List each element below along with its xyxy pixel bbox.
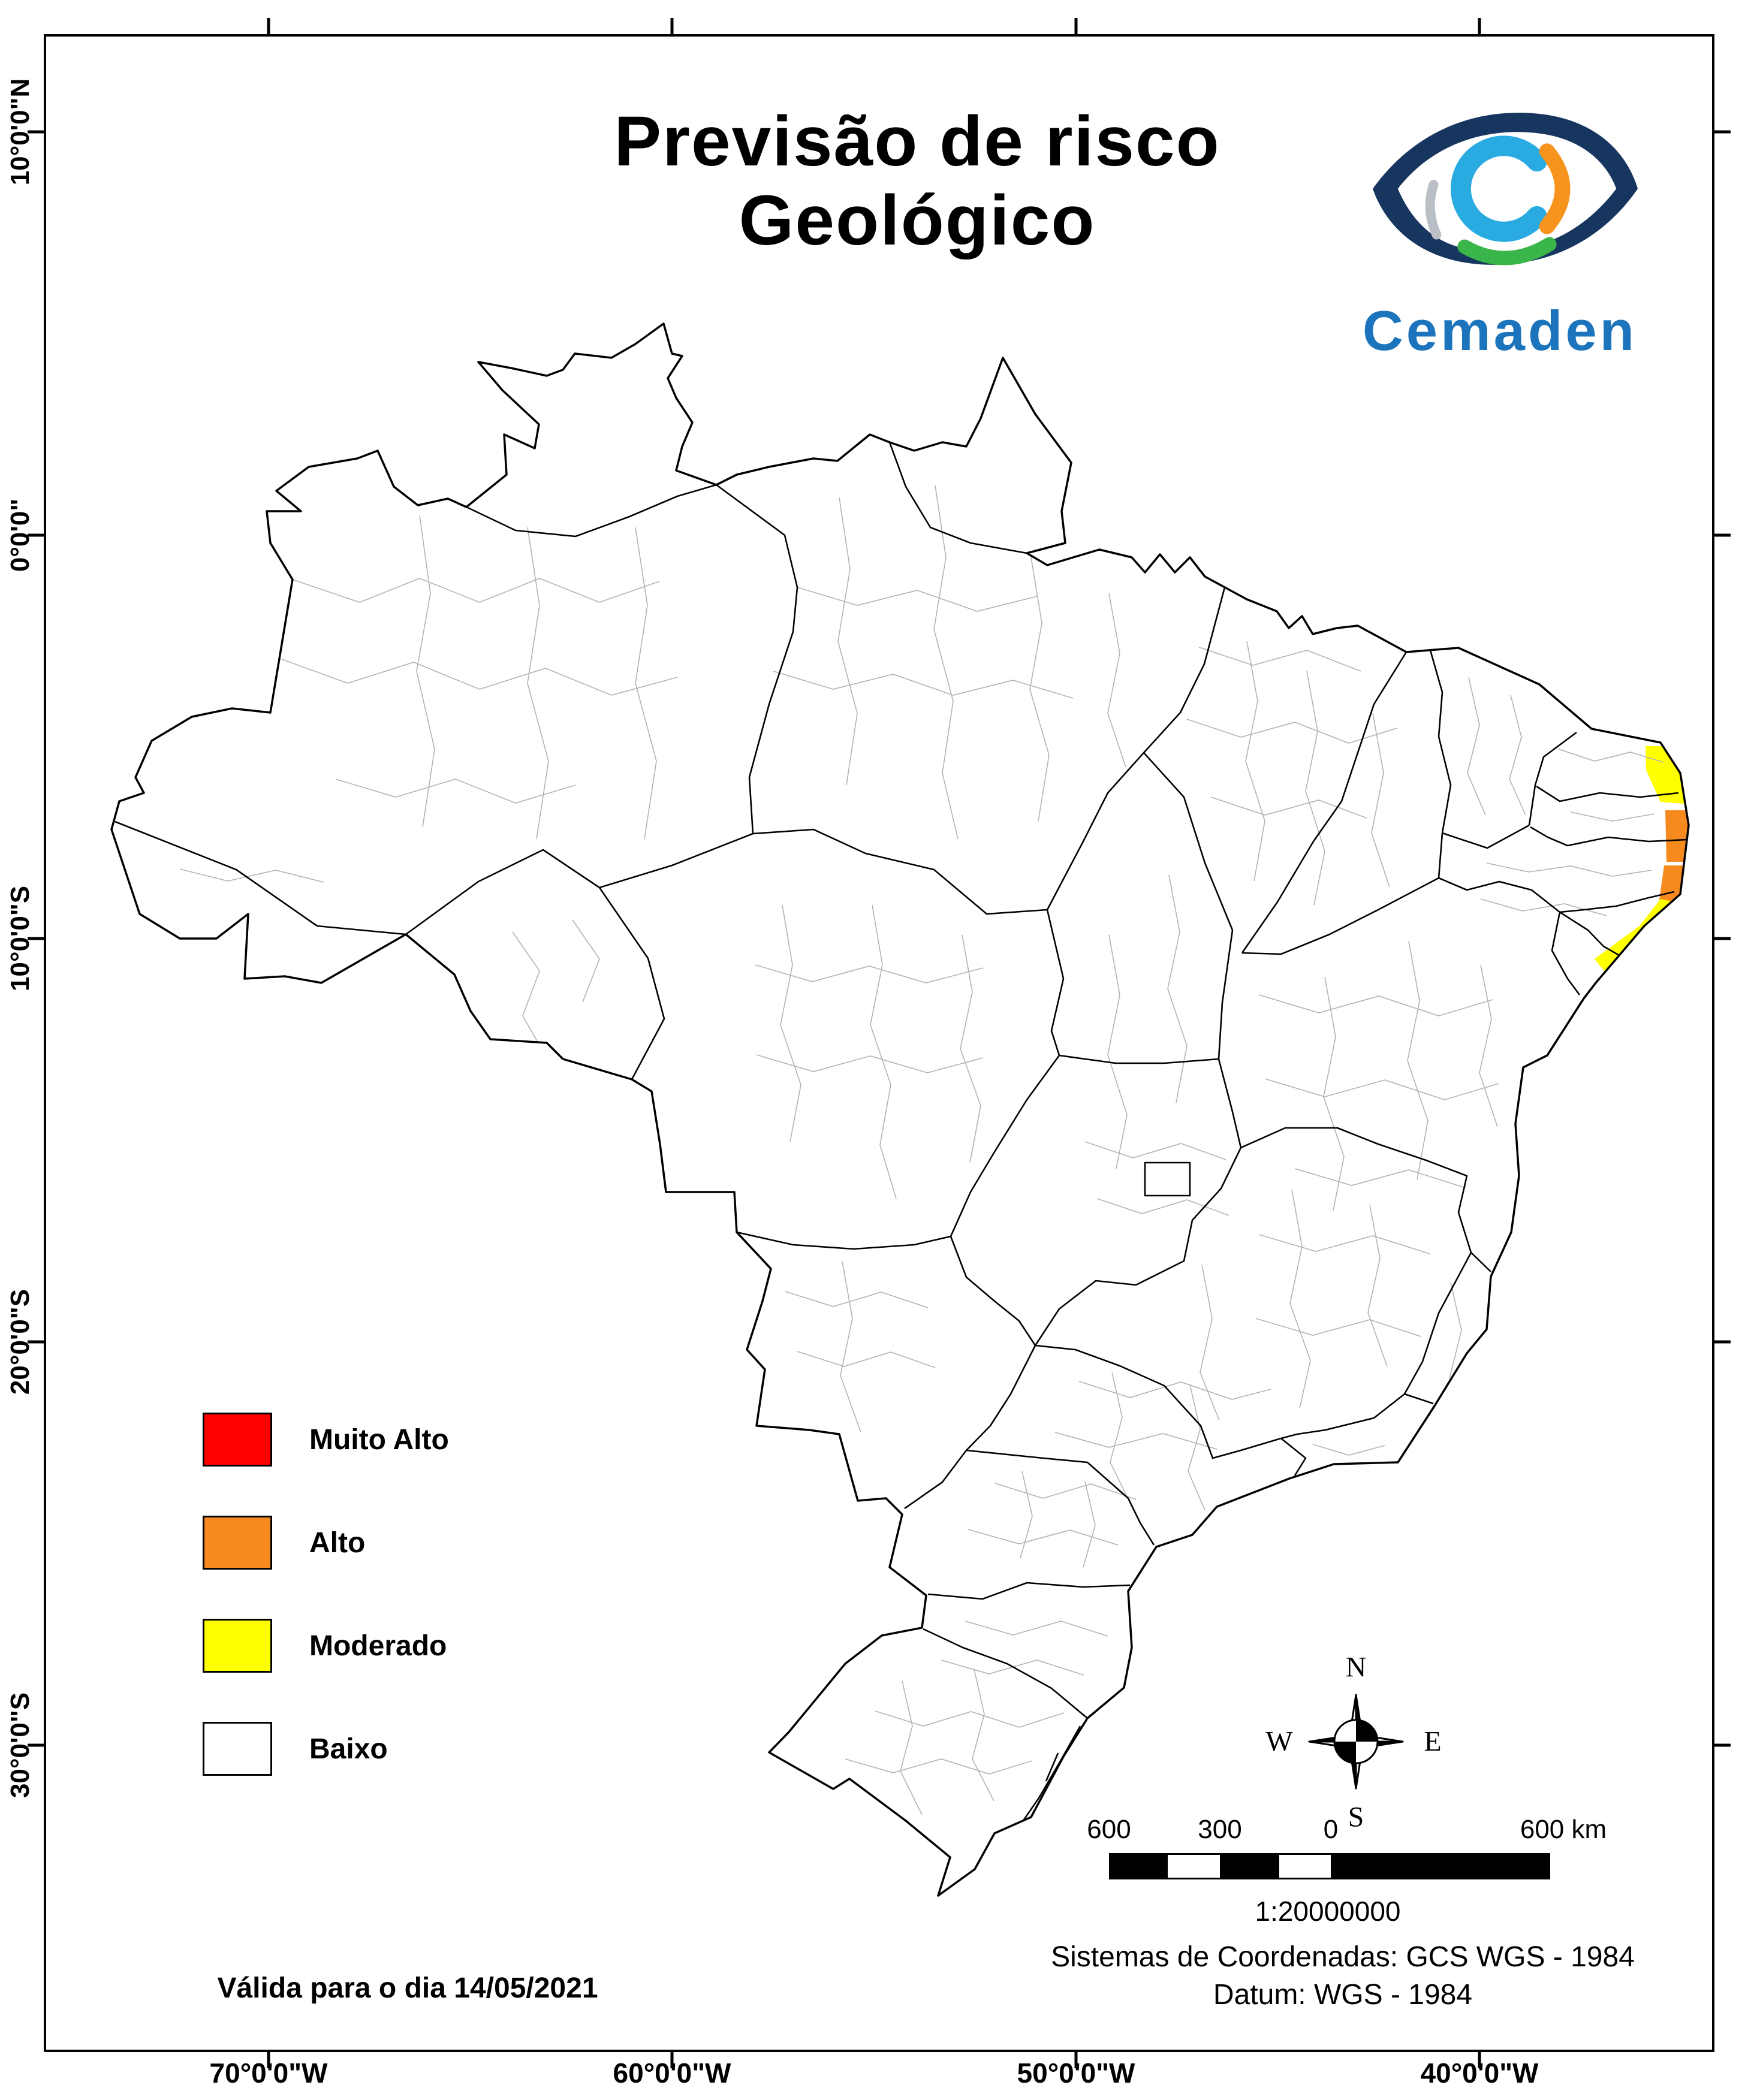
scale-bar-segment [1222, 1855, 1277, 1878]
lon-label-70w: 70°0'0"W [209, 2057, 328, 2089]
scale-label-600-left: 600 [1087, 1815, 1131, 1844]
legend-label-moderado: Moderado [309, 1630, 447, 1662]
lon-label-40w: 40°0'0"W [1420, 2057, 1539, 2089]
scale-bar-segment [1166, 1855, 1222, 1878]
compass-south-label: S [1348, 1801, 1364, 1833]
scale-ratio-label: 1:20000000 [1255, 1896, 1401, 1927]
cemaden-logo-icon [1372, 113, 1638, 265]
legend-item-moderado: Moderado [203, 1594, 449, 1697]
lon-label-50w: 50°0'0"W [1017, 2057, 1135, 2089]
state-boundaries [114, 442, 1687, 1827]
lat-label-10s: 10°0'0"S [5, 885, 35, 992]
legend-item-muito-alto: Muito Alto [203, 1388, 449, 1491]
compass-west-label: W [1265, 1725, 1293, 1758]
legend-swatch-alto [203, 1516, 272, 1570]
scale-bar-segment [1277, 1855, 1333, 1878]
legend: Muito Alto Alto Moderado Baixo [203, 1388, 449, 1800]
scale-bar-segment [1111, 1855, 1166, 1878]
legend-label-baixo: Baixo [309, 1733, 388, 1765]
validity-date-note: Válida para o dia 14/05/2021 [217, 1972, 598, 2004]
scale-label-300: 300 [1198, 1815, 1242, 1844]
legend-label-alto: Alto [309, 1526, 366, 1559]
lat-label-20s: 20°0'0"S [5, 1289, 35, 1395]
legend-item-alto: Alto [203, 1491, 449, 1594]
scale-label-0: 0 [1323, 1815, 1339, 1844]
legend-item-baixo: Baixo [203, 1697, 449, 1800]
legend-swatch-muito-alto [203, 1413, 272, 1467]
brazil-outline [110, 322, 1690, 1897]
coordinate-system-note: Sistemas de Coordenadas: GCS WGS - 1984 … [1049, 1938, 1637, 2014]
compass-east-label: E [1424, 1725, 1442, 1758]
legend-swatch-baixo [203, 1722, 272, 1776]
page-title-line2: Geológico [739, 181, 1096, 261]
municipal-boundaries [179, 485, 1664, 1815]
legend-swatch-moderado [203, 1619, 272, 1673]
scale-bar-segment [1333, 1855, 1548, 1878]
page-title-line1: Previsão de risco [614, 102, 1220, 181]
risk-area-alto [1665, 810, 1689, 862]
page-title: Previsão de risco Geológico [540, 102, 1295, 260]
lat-label-0: 0°0'0" [5, 498, 35, 572]
coordinate-system-line1: Sistemas de Coordenadas: GCS WGS - 1984 [1051, 1941, 1635, 1973]
lon-label-60w: 60°0'0"W [613, 2057, 731, 2089]
brazil-landmass [111, 324, 1689, 1896]
cemaden-logo-text: Cemaden [1362, 299, 1638, 362]
compass-north-label: N [1345, 1651, 1367, 1683]
compass-rose-icon [1308, 1694, 1404, 1790]
graticule-ticks [28, 18, 1731, 2068]
scale-label-600-km: 600 km [1520, 1815, 1607, 1844]
coordinate-system-line2: Datum: WGS - 1984 [1213, 1979, 1473, 2011]
lat-label-30s: 30°0'0"S [5, 1692, 35, 1799]
lat-label-10n: 10°0'0"N [5, 78, 35, 186]
legend-label-muito-alto: Muito Alto [309, 1423, 449, 1456]
scale-bar [1109, 1853, 1550, 1879]
